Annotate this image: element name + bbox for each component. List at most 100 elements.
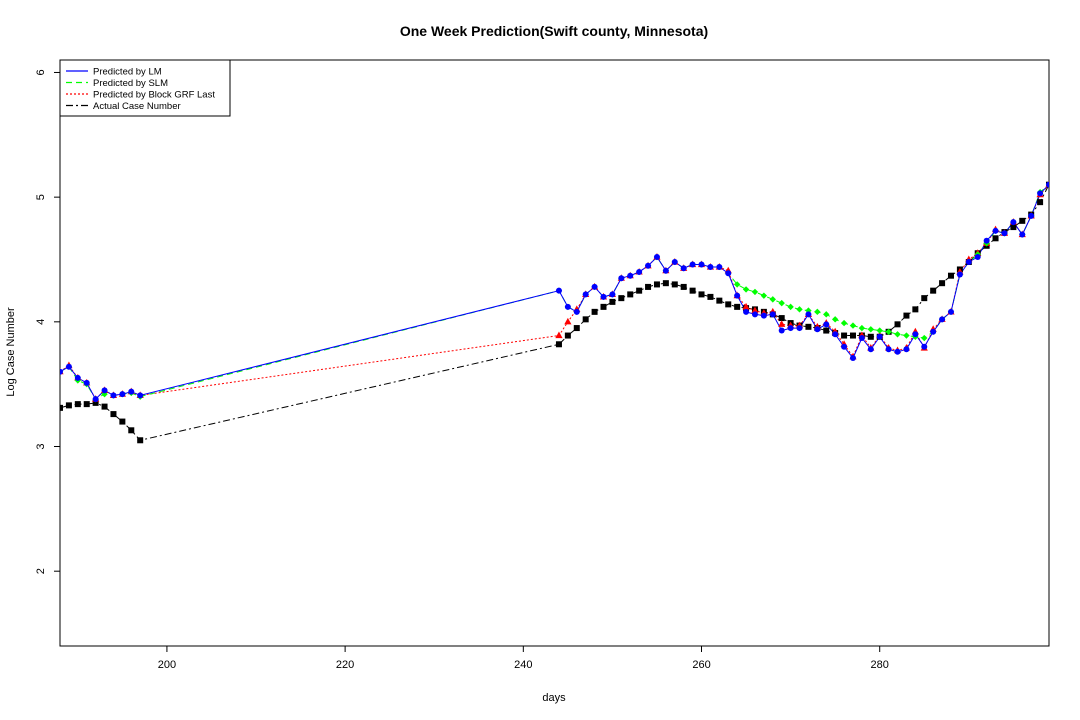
data-point — [618, 275, 625, 282]
axes: 200 220 240 260 280 2 3 4 5 6 — [35, 59, 1050, 671]
y-tick-label: 3 — [35, 443, 47, 449]
data-point — [645, 283, 652, 290]
data-point — [814, 308, 821, 316]
data-point — [778, 327, 785, 334]
data-point — [662, 280, 669, 287]
data-point — [591, 283, 598, 290]
data-point — [671, 258, 678, 265]
data-point — [956, 271, 963, 278]
data-point — [645, 262, 652, 269]
data-point — [716, 263, 723, 270]
data-point — [680, 283, 687, 290]
x-tick-label: 280 — [871, 659, 889, 671]
data-point — [921, 343, 928, 350]
data-point — [1037, 199, 1044, 206]
data-point — [769, 311, 776, 318]
data-point — [841, 332, 848, 339]
data-point — [564, 317, 572, 325]
data-point — [805, 311, 812, 318]
data-point — [796, 325, 803, 332]
data-point — [912, 306, 919, 313]
data-point — [689, 261, 696, 268]
data-point — [921, 295, 928, 302]
y-tick-label: 5 — [35, 194, 47, 200]
data-point — [823, 321, 830, 328]
data-point — [83, 379, 90, 386]
x-tick-label: 240 — [514, 659, 532, 671]
data-point — [840, 319, 848, 327]
data-point — [65, 363, 72, 370]
data-point — [867, 333, 874, 340]
legend-label: Predicted by SLM — [93, 78, 168, 89]
series-line-2 — [60, 184, 1049, 400]
data-point — [876, 333, 883, 340]
data-point — [128, 388, 135, 395]
data-point — [778, 315, 785, 322]
data-point — [1046, 181, 1049, 188]
data-point — [600, 293, 607, 300]
data-point — [947, 272, 954, 279]
data-point — [992, 235, 999, 242]
data-point — [627, 291, 634, 298]
data-point — [805, 323, 812, 330]
series-line-3 — [60, 184, 1049, 441]
x-tick-label: 260 — [692, 659, 710, 671]
series-line-0 — [60, 184, 1049, 400]
data-point — [65, 402, 72, 409]
data-point — [965, 258, 972, 265]
series-group — [60, 180, 1049, 444]
data-point — [582, 291, 589, 298]
data-point — [1010, 224, 1017, 231]
data-point — [903, 312, 910, 319]
y-axis-label: Log Case Number — [5, 307, 17, 397]
data-point — [609, 298, 616, 305]
data-point — [74, 401, 81, 408]
data-point — [555, 287, 562, 294]
data-point — [555, 331, 563, 339]
x-tick-label: 220 — [336, 659, 354, 671]
data-point — [885, 328, 892, 336]
data-point — [636, 268, 643, 275]
data-point — [894, 331, 901, 338]
data-point — [137, 437, 144, 444]
data-point — [110, 411, 117, 418]
data-point — [796, 306, 803, 313]
data-point — [636, 287, 643, 294]
data-point — [778, 299, 785, 307]
data-point — [921, 334, 928, 342]
data-point — [903, 332, 910, 339]
data-point — [831, 316, 839, 323]
legend-label: Predicted by LM — [93, 67, 162, 78]
data-point — [743, 308, 750, 315]
data-point — [1028, 212, 1035, 219]
data-point — [769, 296, 776, 303]
data-point — [760, 292, 768, 299]
data-point — [671, 281, 678, 288]
data-point — [867, 326, 875, 333]
data-point — [662, 267, 669, 274]
data-point — [1001, 230, 1008, 237]
data-point — [725, 301, 732, 308]
data-point — [564, 303, 571, 310]
data-point — [849, 322, 857, 329]
data-point — [751, 288, 759, 296]
data-point — [573, 308, 580, 315]
data-point — [137, 392, 144, 399]
plot-frame — [59, 59, 1050, 647]
data-point — [627, 272, 634, 279]
data-point — [947, 308, 954, 315]
data-point — [716, 297, 723, 304]
data-point — [823, 327, 830, 334]
y-tick-label: 4 — [35, 319, 47, 325]
data-point — [760, 312, 767, 319]
data-point — [128, 427, 135, 434]
data-point — [805, 307, 812, 314]
data-point — [751, 311, 758, 318]
data-point — [832, 331, 839, 338]
data-point — [698, 261, 705, 268]
y-tick-label: 2 — [35, 568, 47, 574]
data-point — [823, 311, 830, 318]
data-point — [885, 346, 892, 353]
